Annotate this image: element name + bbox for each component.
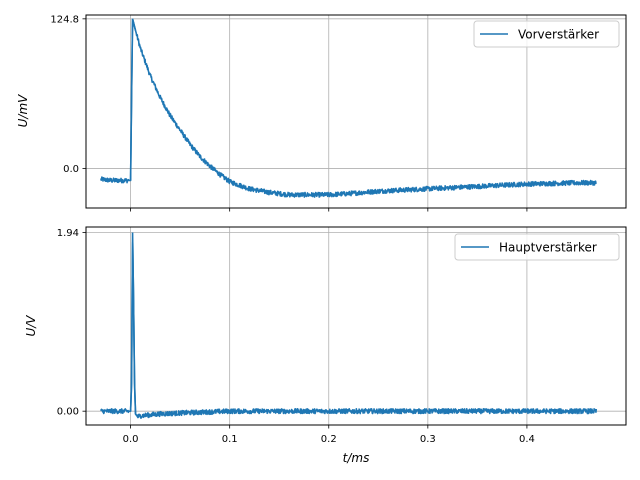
x-tick-label: 0.4 [519,434,535,445]
x-tick-label: 0.2 [321,434,337,445]
series-line [100,241,598,419]
axes-frame-bottom [85,226,627,426]
x-ticks-top [130,208,528,212]
x-ticks-bottom: 0.0 0.1 0.2 0.3 0.4 [123,425,535,445]
x-tick-label: 0.3 [420,434,436,445]
y-axis-label-bottom: U/V [24,315,38,337]
y-ticks-bottom: 0.00 1.94 [57,228,86,418]
legend-top: Vorverstärker [473,20,620,48]
legend-box-top [473,20,620,48]
chart-bottom-mainamp: 0.0 0.1 0.2 0.3 0.4 0.00 1.94 U/V t/ms Hauptv… [24,226,627,465]
legend-label-bottom: Hauptverstärker [499,241,597,255]
series-line [100,18,597,198]
y-tick-label: 124.8 [50,14,79,25]
series-spike [129,18,137,181]
y-tick-label: 0.00 [57,407,79,418]
plot-area-top [100,18,597,198]
y-tick-label: 1.94 [57,228,79,239]
legend-box-bottom [454,233,620,261]
y-axis-label-top: U/mV [16,94,30,128]
series-spike [129,232,139,418]
grid-top [86,15,626,208]
y-tick-label: 0.0 [63,164,79,175]
legend-label-top: Vorverstärker [518,28,599,42]
plot-area-bottom [100,232,598,419]
legend-bottom: Hauptverstärker [454,233,620,261]
y-ticks-top: 0.0 124.8 [50,14,86,175]
x-tick-label: 0.0 [123,434,139,445]
x-axis-label: t/ms [343,451,370,465]
x-tick-label: 0.1 [222,434,238,445]
axes-frame-top [85,14,627,209]
chart-top-preamp: 0.0 124.8 U/mV Vorverstärker [16,14,627,212]
